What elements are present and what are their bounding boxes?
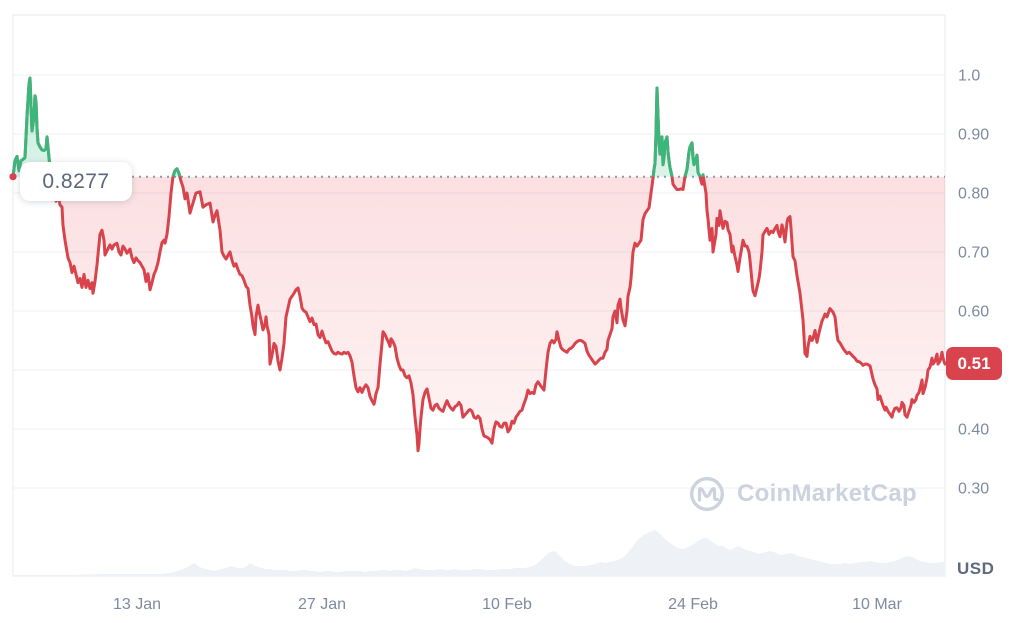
x-axis-label: 27 Jan: [298, 596, 346, 613]
y-axis-labels: 1.0 0.90 0.80 0.70 0.60 0.40 0.30: [958, 68, 989, 498]
y-axis-label: 0.30: [958, 481, 989, 498]
x-axis-label: 13 Jan: [113, 596, 161, 613]
currency-label: USD: [957, 559, 995, 578]
x-axis-labels: 13 Jan 27 Jan 10 Feb 24 Feb 10 Mar: [113, 596, 903, 613]
x-axis-label: 10 Feb: [482, 596, 532, 613]
x-axis-label: 10 Mar: [852, 596, 902, 613]
y-axis-label: 0.80: [958, 186, 989, 203]
y-axis-label: 0.70: [958, 245, 989, 262]
y-axis-label: 0.40: [958, 422, 989, 439]
x-axis-label: 24 Feb: [668, 596, 718, 613]
loss-fill-area: [13, 176, 945, 451]
series-start-dot: [9, 173, 17, 181]
y-axis-label: 1.0: [958, 68, 980, 85]
y-axis-label: 0.90: [958, 127, 989, 144]
y-axis-label: 0.60: [958, 304, 989, 321]
price-line-down: [11, 76, 947, 453]
reference-price-label: 0.8277: [20, 162, 132, 201]
current-price-badge: 0.51: [946, 347, 1002, 380]
volume-area: [13, 530, 945, 576]
gain-fill-area: [13, 78, 945, 177]
